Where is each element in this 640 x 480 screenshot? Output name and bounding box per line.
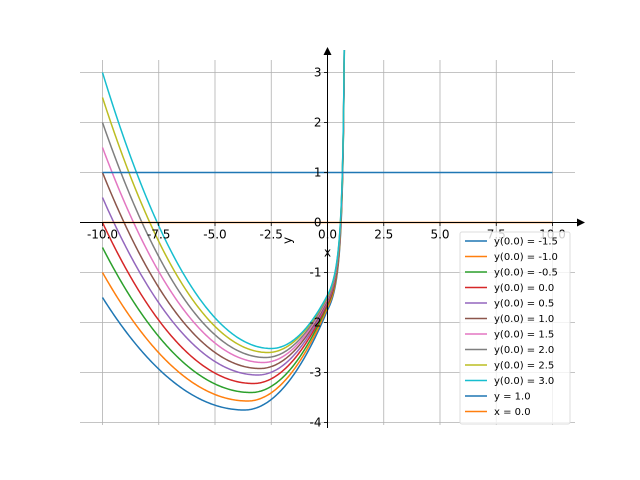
y-tick-label: -3 [310,366,322,380]
x-tick-label: -2.5 [260,228,283,242]
y-tick-label: -1 [310,266,322,280]
legend-label: y(0.0) = -1.0 [494,252,558,263]
x-tick-label: 5.0 [430,228,449,242]
legend: y(0.0) = -1.5 y(0.0) = -1.0 y(0.0) = -0.5 y… [459,231,571,425]
legend-box [459,231,571,425]
x-axis-label: x [324,246,331,260]
legend-label: y(0.0) = 1.0 [494,314,554,325]
y-axis-label: y [281,237,295,244]
series-line-10 [101,50,345,350]
axes [80,47,585,428]
legend-label: y(0.0) = 1.5 [494,330,554,341]
legend-label: y(0.0) = -1.5 [494,237,558,248]
x-tick-label: -5.0 [203,228,226,242]
legend-label: y = 1.0 [494,392,531,403]
legend-label: y(0.0) = 2.5 [494,361,554,372]
y-axis-arrow [323,47,332,55]
legend-label: y(0.0) = 0.5 [494,299,554,310]
legend-label: y(0.0) = 3.0 [494,376,554,387]
x-axis-arrow [577,218,585,227]
x-tick-label: -7.5 [147,228,170,242]
x-tick-label: 0.0 [318,228,337,242]
legend-label: x = 0.0 [494,407,531,418]
legend-label: y(0.0) = -0.5 [494,268,558,279]
legend-label: y(0.0) = 2.0 [494,345,554,356]
y-tick-label: -4 [310,416,322,430]
x-tick-label: 2.5 [374,228,393,242]
legend-label: y(0.0) = 0.0 [494,283,554,294]
y-tick-label: -2 [310,316,322,330]
x-tick-label: -10.0 [87,228,118,242]
y-tick-label: 3 [314,66,322,80]
y-tick-label: 1 [314,166,322,180]
y-tick-label: 2 [314,116,322,130]
y-tick-label: 0 [314,216,322,230]
